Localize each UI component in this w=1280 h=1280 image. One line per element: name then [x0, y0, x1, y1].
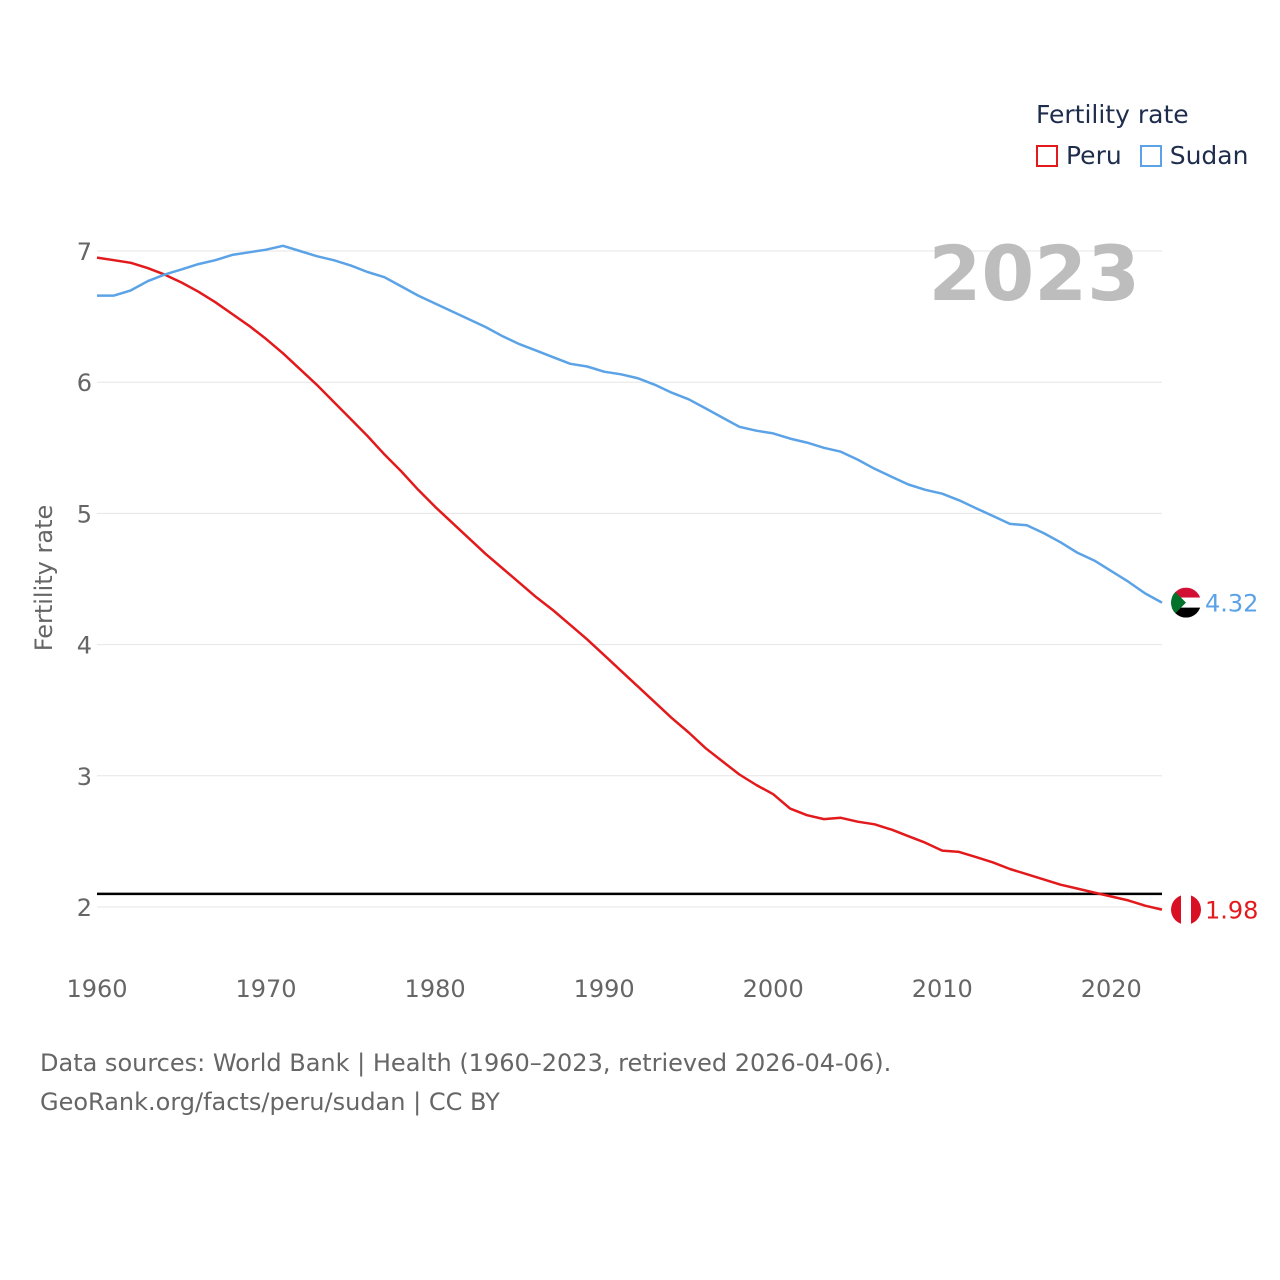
y-tick-7: 7: [77, 238, 92, 266]
x-tick-labels: 1960 1970 1980 1990 2000 2010 2020: [66, 975, 1141, 1003]
y-axis-label: Fertility rate: [30, 505, 58, 652]
sudan-flag-icon: [1171, 587, 1201, 618]
x-tick-1960: 1960: [66, 975, 127, 1003]
end-label-peru: 1.98: [1205, 897, 1258, 925]
x-tick-1980: 1980: [405, 975, 466, 1003]
legend-item-peru[interactable]: Peru: [1036, 141, 1122, 170]
legend: Fertility rate Peru Sudan: [1036, 100, 1266, 170]
y-tick-6: 6: [77, 369, 92, 397]
series-lines: [96, 244, 1163, 911]
peru-flag-icon: [1171, 894, 1201, 925]
source-line-2: GeoRank.org/facts/peru/sudan | CC BY: [40, 1088, 500, 1116]
x-tick-2000: 2000: [743, 975, 804, 1003]
line-sudan: [97, 244, 1163, 604]
data-source: Data sources: World Bank | Health (1960–…: [40, 1044, 891, 1122]
peru-swatch: [1036, 144, 1058, 167]
grid-lines: [97, 250, 1162, 908]
x-tick-1990: 1990: [574, 975, 635, 1003]
series-end-markers: 1.98 4.32: [1171, 587, 1258, 925]
y-tick-2: 2: [77, 894, 92, 922]
legend-item-sudan[interactable]: Sudan: [1139, 141, 1249, 170]
year-label: 2023: [928, 229, 1140, 318]
end-label-sudan: 4.32: [1205, 590, 1258, 618]
source-line-1: Data sources: World Bank | Health (1960–…: [40, 1049, 892, 1077]
x-tick-2010: 2010: [912, 975, 973, 1003]
x-tick-2020: 2020: [1081, 975, 1142, 1003]
legend-title: Fertility rate: [1036, 100, 1189, 129]
x-tick-1970: 1970: [236, 975, 297, 1003]
y-tick-labels: 2 3 4 5 6 7: [77, 238, 92, 922]
legend-label-peru: Peru: [1066, 141, 1122, 170]
sudan-swatch: [1139, 144, 1162, 167]
y-tick-4: 4: [77, 632, 92, 660]
y-tick-3: 3: [77, 763, 92, 791]
y-tick-5: 5: [77, 500, 92, 528]
legend-label-sudan: Sudan: [1169, 141, 1249, 170]
line-peru: [96, 256, 1163, 911]
